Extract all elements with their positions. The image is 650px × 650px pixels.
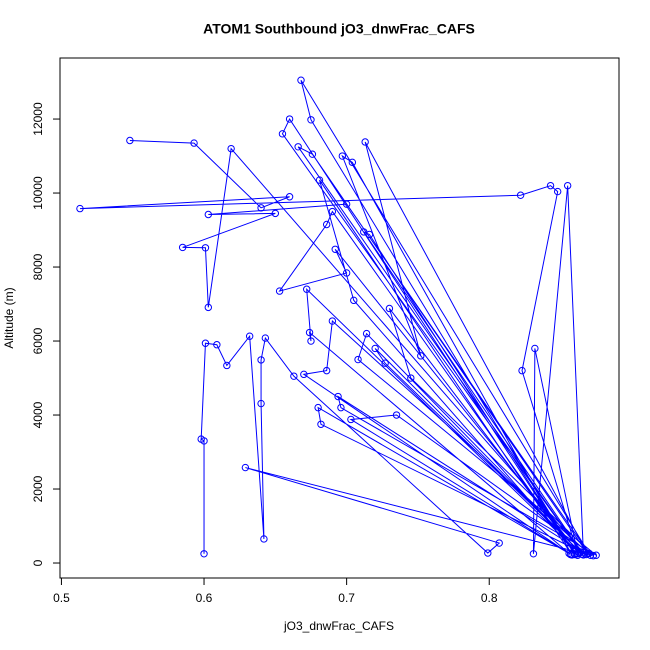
data-point (365, 230, 374, 239)
data-point (417, 352, 425, 360)
chart-title: ATOM1 Southbound jO3_dnwFrac_CAFS (203, 21, 475, 37)
y-tick-label: 10000 (31, 176, 45, 210)
data-point (571, 550, 579, 558)
data-point (484, 549, 492, 557)
data-point (563, 181, 572, 190)
y-tick-label: 12000 (31, 102, 45, 136)
data-point (334, 392, 342, 401)
data-point (531, 344, 539, 353)
y-tick-label: 6000 (31, 327, 45, 354)
data-point (257, 204, 265, 212)
data-point (285, 115, 294, 123)
data-point (371, 344, 379, 353)
data-point (275, 287, 284, 295)
data-point (297, 76, 305, 84)
x-tick-label: 0.8 (481, 591, 498, 605)
data-point (546, 181, 555, 190)
data-point (337, 403, 345, 412)
data-point (285, 193, 294, 201)
data-point (303, 285, 311, 293)
data-point (518, 366, 526, 375)
data-point (76, 204, 84, 213)
data-point (495, 539, 503, 547)
data-point (314, 403, 322, 412)
data-point (322, 366, 331, 375)
data-point (278, 130, 287, 138)
data-point (328, 317, 337, 325)
data-point (579, 551, 588, 559)
data-point (227, 144, 235, 153)
x-axis-label: jO3_dnwFrac_CAFS (283, 619, 394, 633)
data-point (305, 328, 314, 337)
data-point (204, 210, 213, 219)
data-point (361, 138, 369, 146)
data-point (126, 136, 134, 145)
y-tick-label: 0 (31, 559, 45, 566)
data-point (204, 303, 213, 312)
data-point (307, 116, 315, 124)
x-tick-label: 0.5 (53, 591, 70, 605)
y-tick-label: 2000 (31, 475, 45, 502)
data-point (565, 549, 573, 558)
data-point (381, 359, 389, 367)
data-point (350, 296, 358, 305)
data-point (241, 463, 250, 472)
data-point (257, 399, 265, 408)
data-point (201, 339, 210, 347)
data-point (347, 415, 355, 424)
data-point (245, 332, 254, 340)
data-point (307, 337, 315, 345)
data-point (342, 269, 351, 277)
data-point (322, 220, 331, 229)
data-point (200, 550, 208, 558)
data-point (516, 191, 525, 199)
data-point (407, 374, 415, 382)
x-tick-label: 0.6 (196, 591, 213, 605)
data-point (201, 244, 210, 252)
data-point (582, 550, 590, 559)
data-point (348, 158, 357, 167)
y-tick-label: 4000 (31, 401, 45, 428)
data-point (566, 550, 575, 559)
data-point (223, 361, 231, 370)
plot-frame (59, 57, 620, 579)
data-point (294, 143, 302, 151)
x-tick-label: 0.7 (338, 591, 355, 605)
data-point (592, 551, 600, 559)
data-point (354, 355, 362, 364)
data-point (213, 341, 221, 349)
data-point (342, 200, 351, 208)
data-point (261, 334, 270, 342)
data-point (308, 150, 317, 158)
data-point (200, 437, 208, 445)
data-point (392, 411, 401, 419)
data-point (589, 551, 598, 560)
data-point (271, 209, 280, 218)
data-point (260, 535, 268, 543)
data-point (385, 304, 394, 313)
y-tick-label: 8000 (31, 253, 45, 280)
data-point (317, 420, 325, 428)
data-point (586, 551, 595, 559)
data-point (328, 207, 337, 216)
data-point (300, 370, 308, 379)
data-point (529, 550, 538, 558)
data-point (190, 139, 198, 147)
data-point (338, 152, 347, 160)
data-point (331, 245, 339, 253)
data-point (257, 356, 265, 364)
y-axis-label: Altitude (m) (2, 287, 16, 348)
data-point (575, 549, 583, 557)
data-point (315, 176, 324, 184)
data-point (362, 329, 371, 338)
data-point (178, 243, 187, 252)
data-point (290, 372, 298, 380)
data-point (553, 187, 562, 196)
